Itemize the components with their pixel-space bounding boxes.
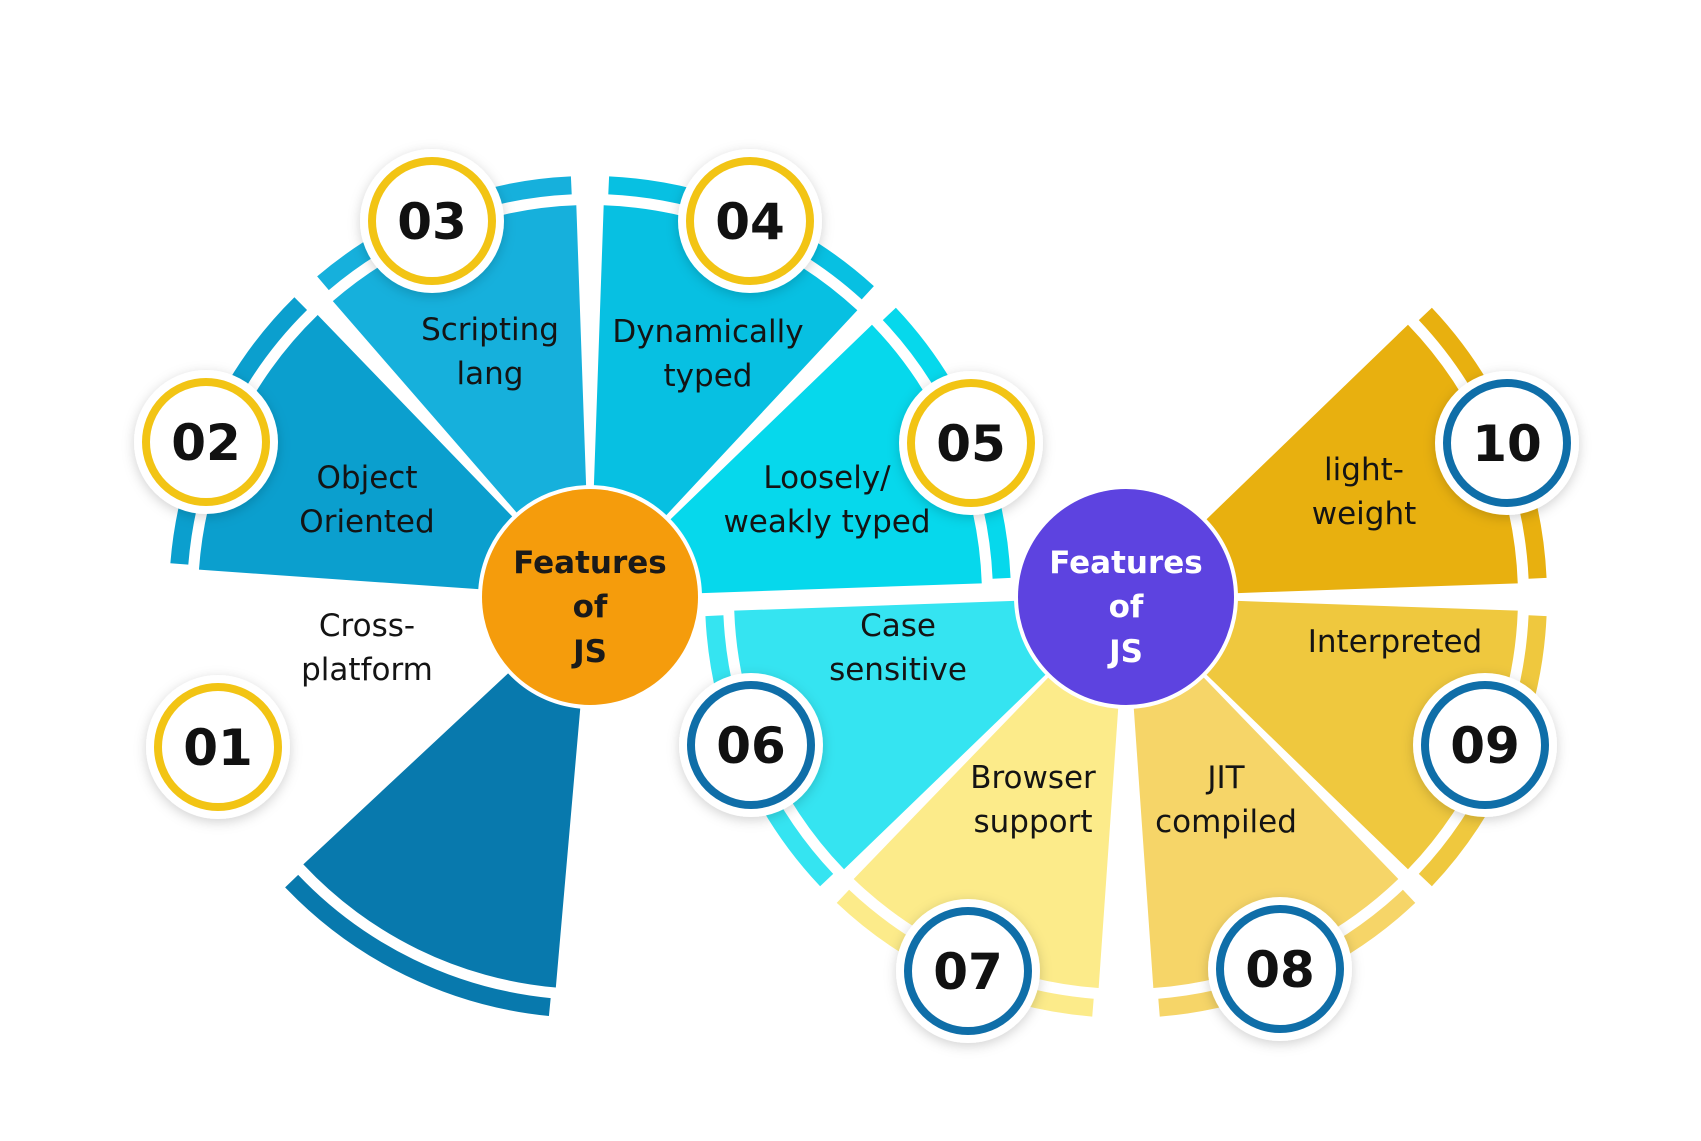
right-hub-js: JS <box>1107 634 1143 670</box>
left-hub-of: of <box>573 589 608 625</box>
feature-wedge-06 <box>734 600 1046 870</box>
feature-label-04-line-1: Dynamically <box>612 314 803 350</box>
feature-label-05-line-1: Loosely/ <box>763 460 891 496</box>
left-hub-circle <box>482 489 698 705</box>
feature-label-02-line-2: Oriented <box>299 504 434 540</box>
number-badge-10: 10 <box>1435 371 1579 515</box>
badge-ring <box>142 378 270 506</box>
feature-label-08-line-1: JIT <box>1205 760 1245 796</box>
badge-ring <box>907 379 1035 507</box>
badge-number-05: 05 <box>936 415 1006 473</box>
left-hub: Features of JS <box>482 489 698 705</box>
feature-wedge-09 <box>1206 600 1518 870</box>
feature-label-03-line-1: Scripting <box>421 312 559 348</box>
feature-label-10-line-2: weight <box>1312 496 1417 532</box>
badge-number-06: 06 <box>716 717 786 775</box>
badge-ring <box>686 157 814 285</box>
feature-hubs: Features of JS Features of JS <box>482 489 1234 705</box>
badge-ring <box>368 157 496 285</box>
badge-number-04: 04 <box>715 193 785 251</box>
number-badge-08: 08 <box>1208 897 1352 1041</box>
badge-ring <box>1216 905 1344 1033</box>
right-hub-of: of <box>1109 589 1144 625</box>
feature-wedge-02 <box>198 315 513 590</box>
number-badge-09: 09 <box>1413 673 1557 817</box>
number-badge-07: 07 <box>896 899 1040 1043</box>
left-hub-js: JS <box>571 634 607 670</box>
feature-wedge-04 <box>593 205 858 516</box>
feature-label-08-line-2: compiled <box>1155 804 1297 840</box>
badge-ring <box>1421 681 1549 809</box>
feature-wedge-05 <box>670 324 982 594</box>
badge-number-09: 09 <box>1450 717 1520 775</box>
badge-number-01: 01 <box>183 719 253 777</box>
feature-label-05-line-2: weakly typed <box>723 504 930 540</box>
right-hub-circle <box>1018 489 1234 705</box>
feature-label-10-line-1: light- <box>1324 452 1404 488</box>
feature-label-07-line-2: support <box>973 804 1092 840</box>
badge-ring <box>687 681 815 809</box>
feature-outer-arc-01 <box>285 874 551 1016</box>
badge-ring <box>154 683 282 811</box>
feature-label-03-line-2: lang <box>457 356 524 392</box>
feature-wedge-01 <box>303 673 581 988</box>
feature-label-09-line-1: Interpreted <box>1308 624 1482 660</box>
feature-label-04-line-2: typed <box>664 358 753 394</box>
right-hub: Features of JS <box>1018 489 1234 705</box>
left-hub-title: Features <box>513 545 667 581</box>
feature-number-badges: 01 02 03 04 05 06 07 08 09 10 <box>134 149 1579 1043</box>
feature-wedges <box>170 176 1547 1017</box>
badge-ring <box>1443 379 1571 507</box>
right-hub-title: Features <box>1049 545 1203 581</box>
feature-wedge-08 <box>1133 677 1399 989</box>
badge-ring <box>904 907 1032 1035</box>
feature-label-06-line-1: Case <box>860 608 936 644</box>
feature-labels: Cross-platform Object Oriented Scripting lan… <box>299 312 1482 840</box>
badge-number-02: 02 <box>171 414 241 472</box>
number-badge-06: 06 <box>679 673 823 817</box>
number-badge-03: 03 <box>360 149 504 293</box>
feature-label-07-line-1: Browser <box>970 760 1096 796</box>
number-badge-05: 05 <box>899 371 1043 515</box>
number-badge-04: 04 <box>678 149 822 293</box>
badge-number-07: 07 <box>933 943 1003 1001</box>
feature-label-02-line-1: Object <box>317 460 418 496</box>
feature-label-01-line-2: platform <box>301 652 433 688</box>
badge-number-08: 08 <box>1245 941 1315 999</box>
feature-wedge-07 <box>853 677 1119 989</box>
feature-wedge-10 <box>1206 324 1518 594</box>
badge-number-10: 10 <box>1472 415 1542 473</box>
number-badge-01: 01 <box>146 675 290 819</box>
feature-label-01-line-1: Cross- <box>319 608 415 644</box>
feature-label-06-line-2: sensitive <box>829 652 967 688</box>
badge-number-03: 03 <box>397 193 467 251</box>
number-badge-02: 02 <box>134 370 278 514</box>
